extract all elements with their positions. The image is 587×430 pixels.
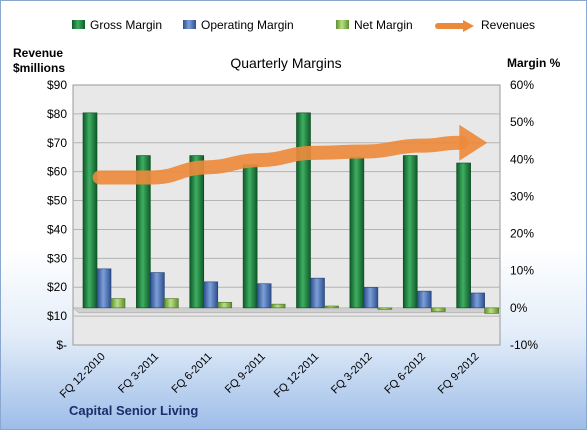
left-tick-label: $40 bbox=[47, 222, 67, 236]
right-tick-label: 10% bbox=[510, 264, 534, 278]
legend-label-net-margin: Net Margin bbox=[354, 18, 413, 32]
gross-margin-bar bbox=[136, 155, 151, 309]
left-tick-label: $90 bbox=[47, 78, 67, 92]
legend-swatch-net-margin bbox=[336, 20, 349, 29]
gross-margin-bar bbox=[189, 155, 205, 309]
right-tick-label: 0% bbox=[510, 301, 528, 315]
operating-margin-bar bbox=[150, 272, 165, 309]
left-tick-label: $30 bbox=[47, 251, 67, 265]
left-tick-label: $- bbox=[56, 338, 67, 352]
category-tick-label: FQ 6-2012 bbox=[382, 351, 428, 397]
category-tick-label: FQ 3-2012 bbox=[329, 351, 375, 397]
operating-margin-bar bbox=[470, 292, 485, 309]
gross-margin-bar bbox=[296, 112, 311, 309]
chart-title: Quarterly Margins bbox=[230, 55, 341, 71]
left-tick-label: $20 bbox=[47, 280, 67, 294]
right-axis-title: Margin % bbox=[507, 56, 561, 70]
gross-margin-bar bbox=[82, 112, 98, 309]
legend-label-operating-margin: Operating Margin bbox=[201, 18, 294, 32]
right-tick-label: -10% bbox=[510, 338, 538, 352]
left-axis-title-line2: $millions bbox=[13, 61, 65, 75]
net-margin-bar bbox=[324, 305, 339, 309]
right-tick-label: 40% bbox=[510, 152, 534, 166]
revenue-series bbox=[92, 124, 488, 185]
operating-margin-bar bbox=[363, 287, 379, 309]
left-axis-ticks: $- $10 $20 $30 $40 $50 $60 $70 $80 $90 bbox=[47, 78, 67, 352]
legend-swatch-gross-margin bbox=[72, 20, 85, 29]
revenue-line bbox=[92, 135, 469, 185]
gross-margin-bar bbox=[349, 157, 365, 309]
left-axis-title-line1: Revenue bbox=[13, 46, 63, 60]
category-tick-label: FQ 9-2012 bbox=[436, 351, 482, 397]
category-tick-label: FQ 3-2011 bbox=[116, 351, 161, 396]
operating-margin-bar bbox=[416, 290, 432, 309]
net-margin-bar bbox=[110, 298, 126, 309]
bars bbox=[82, 112, 499, 314]
revenue-arrowhead bbox=[459, 124, 488, 161]
legend-arrow-icon bbox=[463, 20, 474, 32]
right-tick-label: 50% bbox=[510, 115, 534, 129]
gross-margin-bar bbox=[456, 162, 471, 309]
operating-margin-bar bbox=[310, 277, 325, 309]
legend-swatch-operating-margin bbox=[183, 20, 196, 29]
net-margin-bar bbox=[430, 307, 446, 312]
footer-company-name: Capital Senior Living bbox=[69, 403, 198, 418]
left-tick-label: $80 bbox=[47, 107, 67, 121]
right-tick-label: 30% bbox=[510, 189, 534, 203]
left-tick-label: $60 bbox=[47, 165, 67, 179]
operating-margin-bar bbox=[96, 268, 112, 309]
operating-margin-bar bbox=[203, 281, 219, 309]
right-tick-label: 60% bbox=[510, 78, 534, 92]
category-tick-label: FQ 6-2011 bbox=[169, 351, 214, 396]
left-tick-label: $70 bbox=[47, 136, 67, 150]
category-tick-label: FQ 12-2010 bbox=[58, 351, 108, 401]
category-tick-label: FQ 12-2011 bbox=[272, 351, 321, 400]
net-margin-bar bbox=[217, 301, 233, 309]
right-axis-ticks: -10% 0% 10% 20% 30% 40% 50% 60% bbox=[510, 78, 538, 352]
net-margin-bar bbox=[270, 303, 286, 309]
operating-margin-bar bbox=[256, 283, 272, 309]
legend-label-gross-margin: Gross Margin bbox=[90, 18, 162, 32]
category-tick-label: FQ 9-2011 bbox=[223, 351, 268, 396]
legend: Gross Margin Operating Margin Net Margin… bbox=[72, 18, 535, 32]
category-axis-ticks: FQ 12-2010 FQ 3-2011 FQ 6-2011 FQ 9-2011 FQ … bbox=[58, 351, 482, 401]
right-tick-label: 20% bbox=[510, 227, 534, 241]
left-tick-label: $50 bbox=[47, 194, 67, 208]
net-margin-bar bbox=[484, 307, 499, 314]
legend-label-revenues: Revenues bbox=[481, 18, 535, 32]
gross-margin-bar bbox=[242, 164, 258, 309]
gross-margin-bar bbox=[402, 155, 418, 309]
left-tick-label: $10 bbox=[47, 309, 67, 323]
net-margin-bar bbox=[377, 307, 393, 310]
net-margin-bar bbox=[164, 298, 179, 309]
